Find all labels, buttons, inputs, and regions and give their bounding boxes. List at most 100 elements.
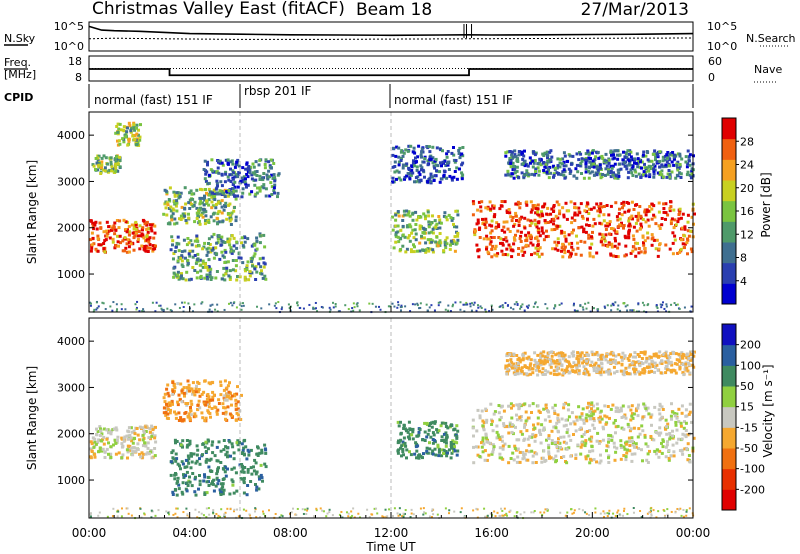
power-band-9-cell xyxy=(683,225,687,229)
power-band-4-cell xyxy=(170,215,173,219)
power-band-9-cell xyxy=(689,247,693,251)
velocity-band-5-cell xyxy=(607,437,611,441)
power-band-9-cell xyxy=(553,228,557,231)
velocity-band-5-cell xyxy=(501,444,505,448)
power-band-5-cell xyxy=(224,272,228,276)
velocity-band-6-cell xyxy=(556,361,560,365)
power-band-10-cell xyxy=(598,172,602,176)
velocity-band-5-cell xyxy=(514,425,517,429)
velocity-band-6-cell xyxy=(622,369,626,373)
power-band-9-cell xyxy=(679,216,683,220)
power-band-7-cell xyxy=(396,224,400,228)
power-ground-dot xyxy=(170,309,173,312)
velocity-band-6-cell xyxy=(523,351,527,355)
power-band-1-cell xyxy=(147,240,151,244)
power-band-10-cell xyxy=(582,176,586,180)
velocity-ground-dot xyxy=(599,512,602,515)
velocity-band-5-cell xyxy=(637,403,640,407)
power-band-10-cell xyxy=(558,157,562,161)
velocity-band-5-cell xyxy=(579,452,583,456)
velocity-band-6-cell xyxy=(512,362,516,366)
power-ground-dot xyxy=(554,304,557,307)
velocity-band-3-cell xyxy=(205,457,209,461)
power-band-10-cell xyxy=(513,171,517,175)
power-band-4-cell xyxy=(202,210,206,214)
power-band-5-cell xyxy=(188,249,192,253)
power-band-8-cell xyxy=(438,161,442,165)
power-band-9-cell xyxy=(567,233,571,237)
velocity-band-5-cell xyxy=(587,404,591,408)
power-band-1-cell xyxy=(133,234,137,238)
velocity-band-3-cell xyxy=(222,448,226,452)
velocity-band-1-cell xyxy=(109,432,113,436)
velocity-band-1-cell xyxy=(146,446,150,450)
power-band-5-cell xyxy=(260,272,264,276)
power-band-4-cell xyxy=(195,217,199,220)
power-band-9-cell xyxy=(599,240,603,244)
power-band-9-cell xyxy=(544,221,548,225)
velocity-band-3-cell xyxy=(205,491,209,495)
velocity-band-5-cell xyxy=(628,429,632,433)
power-band-10-cell xyxy=(567,167,571,171)
velocity-band-5-cell xyxy=(590,401,594,405)
power-band-9-cell xyxy=(561,242,565,246)
power-band-1-cell xyxy=(94,220,98,224)
power-band-5-cell xyxy=(240,236,244,240)
velocity-band-2-cell xyxy=(211,390,215,394)
power-band-1-cell xyxy=(146,250,150,253)
power-band-4-cell xyxy=(190,203,194,206)
velocity-band-6-cell xyxy=(510,361,514,365)
power-band-1-cell xyxy=(117,244,120,248)
velocity-band-2-cell xyxy=(163,392,167,396)
velocity-band-4-cell xyxy=(416,444,420,448)
power-band-8-cell xyxy=(458,167,461,171)
velocity-band-2-cell xyxy=(225,386,229,390)
velocity-band-5-cell xyxy=(508,421,512,425)
power-band-9-cell xyxy=(566,249,570,253)
power-band-9-cell xyxy=(664,202,668,206)
power-band-5-cell xyxy=(243,240,247,244)
power-band-9-cell xyxy=(681,242,685,246)
velocity-band-4-cell xyxy=(411,430,415,434)
power-ground-dot xyxy=(452,303,455,306)
velocity-band-2-cell xyxy=(198,406,202,410)
power-band-9-cell xyxy=(613,236,617,240)
velocity-band-3-cell xyxy=(206,447,210,451)
power-band-1-cell xyxy=(141,226,145,230)
power-band-8-cell xyxy=(419,153,423,157)
velocity-band-2-cell xyxy=(179,382,183,386)
power-band-8-cell xyxy=(442,174,446,178)
power-band-9-cell xyxy=(573,202,577,206)
power-band-9-cell xyxy=(607,213,611,217)
station-title: Christmas Valley East (fitACF) xyxy=(92,0,345,19)
power-band-10-cell xyxy=(596,165,599,169)
power-band-9-cell xyxy=(514,233,517,237)
power-band-2-cell xyxy=(115,155,119,159)
velocity-band-6-cell xyxy=(686,369,690,373)
power-band-9-cell xyxy=(556,241,560,245)
power-band-10-cell xyxy=(672,163,676,167)
velocity-band-5-cell xyxy=(562,435,566,439)
power-band-4-cell xyxy=(164,189,168,193)
velocity-band-6-cell xyxy=(678,367,682,371)
velocity-band-5-cell xyxy=(581,407,585,411)
power-band-9-cell xyxy=(600,222,604,226)
velocity-band-3-cell xyxy=(203,475,207,479)
power-band-1-cell xyxy=(127,241,131,245)
power-band-6-cell xyxy=(255,174,259,177)
power-band-7-cell xyxy=(444,246,448,250)
power-band-10-cell xyxy=(549,149,553,153)
velocity-band-5-cell xyxy=(506,424,510,428)
power-band-1-cell xyxy=(131,231,135,235)
power-band-10-cell xyxy=(617,171,621,175)
power-band-8-cell xyxy=(407,144,411,148)
power-band-10-cell xyxy=(531,165,535,169)
power-band-9-cell xyxy=(690,250,694,254)
power-band-8-cell xyxy=(399,159,403,162)
power-band-9-cell xyxy=(517,220,521,224)
velocity-band-3-cell xyxy=(204,460,208,464)
power-band-9-cell xyxy=(514,214,518,218)
power-band-10-cell xyxy=(633,161,636,165)
velocity-band-1-cell xyxy=(100,449,104,453)
velocity-band-6-cell xyxy=(654,352,658,356)
